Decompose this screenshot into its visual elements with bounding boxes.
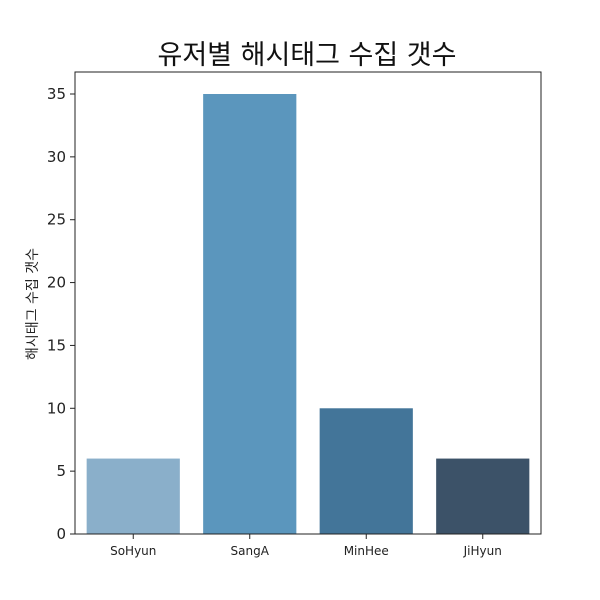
x-tick-label: JiHyun	[463, 544, 502, 558]
x-tick-label: SangA	[231, 544, 270, 558]
y-axis-ticks: 0 5 10 15 20 25 30 35	[47, 85, 75, 543]
y-tick-label: 10	[47, 399, 66, 417]
y-axis-label: 해시태그 수집 갯수	[25, 248, 41, 360]
y-tick-label: 25	[47, 211, 66, 229]
y-tick-label: 30	[47, 148, 66, 166]
x-axis-ticks: SoHyun SangA MinHee JiHyun	[110, 534, 502, 558]
bar-sohyun	[86, 458, 180, 534]
y-tick-label: 35	[47, 85, 66, 103]
y-tick-label: 20	[47, 274, 66, 292]
x-tick-label: SoHyun	[110, 544, 156, 558]
bars-group	[86, 94, 530, 534]
bar-minhee	[319, 408, 413, 534]
y-tick-label: 0	[56, 525, 66, 543]
x-tick-label: MinHee	[344, 544, 389, 558]
bar-jihyun	[436, 458, 530, 534]
y-tick-label: 15	[47, 336, 66, 354]
plot-frame	[74, 71, 542, 535]
y-tick-label: 5	[56, 462, 66, 480]
chart-title: 유저별 해시태그 수집 갯수	[158, 40, 457, 71]
bar-sanga	[203, 94, 297, 534]
